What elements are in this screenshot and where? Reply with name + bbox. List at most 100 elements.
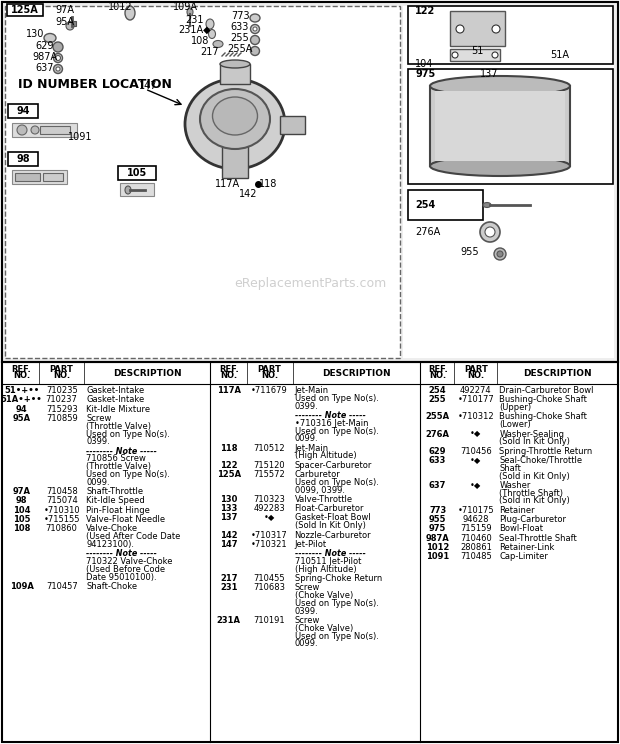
Text: Shaft-Choke: Shaft-Choke: [86, 582, 138, 591]
Ellipse shape: [56, 56, 61, 60]
Text: 710323: 710323: [254, 495, 285, 504]
Text: 0399.: 0399.: [294, 402, 318, 411]
Text: 94: 94: [16, 405, 27, 414]
Text: 773: 773: [429, 506, 446, 515]
Text: -------- Note -----: -------- Note -----: [294, 549, 365, 558]
Text: 95A: 95A: [12, 414, 30, 423]
Text: Valve-Choke: Valve-Choke: [86, 525, 138, 533]
Text: 629: 629: [36, 41, 55, 51]
Text: 710237: 710237: [46, 395, 78, 404]
Bar: [408, 190, 483, 220]
Text: 51A•+••: 51A•+••: [1, 395, 42, 404]
Ellipse shape: [31, 126, 39, 134]
Bar: [8, 104, 38, 118]
Text: 255: 255: [231, 33, 249, 43]
Ellipse shape: [206, 19, 214, 29]
Text: (Sold In Kit Only): (Sold In Kit Only): [294, 522, 365, 530]
Text: (Throttle Shaft): (Throttle Shaft): [500, 489, 564, 498]
Text: 117A: 117A: [217, 386, 241, 395]
Text: 710485: 710485: [460, 552, 492, 561]
Bar: [8, 152, 38, 166]
Text: (Upper): (Upper): [500, 403, 531, 412]
Ellipse shape: [185, 79, 285, 169]
Text: Spacer-Carburetor: Spacer-Carburetor: [294, 461, 372, 469]
Text: 130: 130: [26, 29, 44, 39]
Text: Jet-Pilot: Jet-Pilot: [294, 540, 327, 549]
Text: Jet-Main: Jet-Main: [294, 386, 329, 395]
Text: REF.: REF.: [219, 365, 239, 374]
Text: 109A: 109A: [172, 2, 198, 12]
Text: Used on Type No(s).: Used on Type No(s).: [294, 632, 378, 641]
Text: Screw: Screw: [86, 414, 112, 423]
Text: Gasket-Intake: Gasket-Intake: [86, 386, 144, 395]
Text: 955: 955: [461, 247, 479, 257]
Text: 715120: 715120: [254, 461, 285, 469]
Text: 492283: 492283: [254, 504, 285, 513]
Text: 715572: 715572: [254, 470, 285, 479]
Text: -------- Note -----: -------- Note -----: [86, 549, 157, 558]
Ellipse shape: [187, 8, 193, 16]
Text: (Sold In Kit Only): (Sold In Kit Only): [500, 437, 570, 446]
Text: Screw: Screw: [294, 616, 320, 625]
Text: 715159: 715159: [460, 525, 492, 533]
Text: ID NUMBER LOCATION: ID NUMBER LOCATION: [18, 77, 172, 91]
Text: Retainer: Retainer: [500, 506, 535, 515]
Text: 254: 254: [415, 200, 435, 210]
Text: Spring-Throttle Return: Spring-Throttle Return: [500, 446, 593, 455]
Text: PART: PART: [50, 365, 74, 374]
Text: Spring-Choke Return: Spring-Choke Return: [294, 574, 382, 583]
Text: 710457: 710457: [46, 582, 78, 591]
Text: 130: 130: [220, 495, 237, 504]
Text: 98: 98: [16, 496, 27, 505]
Bar: [408, 6, 613, 64]
Text: NO.: NO.: [53, 371, 70, 380]
Text: •710317: •710317: [251, 530, 288, 539]
Bar: [40, 126, 70, 134]
Bar: [450, 49, 500, 61]
Text: •710177: •710177: [458, 395, 494, 404]
Text: 276A: 276A: [426, 429, 450, 438]
Text: Shaft-Throttle: Shaft-Throttle: [86, 487, 143, 496]
Text: Used on Type No(s).: Used on Type No(s).: [294, 394, 378, 403]
Text: 118: 118: [259, 179, 277, 189]
Ellipse shape: [17, 125, 27, 135]
Text: •710321: •710321: [251, 540, 288, 549]
Text: 0399.: 0399.: [294, 607, 318, 616]
Text: •710175: •710175: [458, 506, 494, 515]
Text: 975: 975: [429, 525, 446, 533]
Bar: [120, 183, 154, 196]
Ellipse shape: [456, 25, 464, 33]
Text: 95A: 95A: [56, 17, 74, 27]
Bar: [5, 6, 400, 358]
Text: 255A: 255A: [228, 44, 253, 54]
Text: 637: 637: [36, 63, 55, 73]
Text: 710191: 710191: [254, 616, 285, 625]
Text: 137: 137: [480, 69, 498, 79]
Text: PART: PART: [464, 365, 488, 374]
Text: NO.: NO.: [220, 371, 237, 380]
Text: Used on Type No(s).: Used on Type No(s).: [86, 470, 170, 479]
Text: •710312: •710312: [458, 412, 494, 421]
Text: Kit-Idle Speed: Kit-Idle Speed: [86, 496, 145, 505]
Text: (Lower): (Lower): [500, 420, 531, 429]
Bar: [280, 116, 305, 134]
Ellipse shape: [452, 52, 458, 58]
Text: Retainer-Link: Retainer-Link: [500, 543, 555, 552]
Text: •710316 Jet-Main: •710316 Jet-Main: [294, 419, 368, 428]
Text: 1091: 1091: [426, 552, 450, 561]
Text: -------- Note -----: -------- Note -----: [294, 411, 365, 420]
Text: 0099.: 0099.: [86, 478, 110, 487]
Bar: [12, 170, 67, 184]
Text: (Sold in Kit Only): (Sold in Kit Only): [500, 472, 570, 481]
Text: 710859: 710859: [46, 414, 78, 423]
Text: Valve-Float Needle: Valve-Float Needle: [86, 515, 166, 524]
Text: Valve-Throttle: Valve-Throttle: [294, 495, 353, 504]
Text: 51•+••: 51•+••: [4, 386, 39, 395]
Text: 955: 955: [429, 515, 446, 524]
Text: 637: 637: [429, 481, 446, 490]
Text: 147: 147: [220, 540, 237, 549]
Bar: [68, 21, 76, 26]
Bar: [220, 64, 250, 84]
Text: •◆: •◆: [264, 513, 275, 522]
Text: 105: 105: [13, 515, 30, 524]
